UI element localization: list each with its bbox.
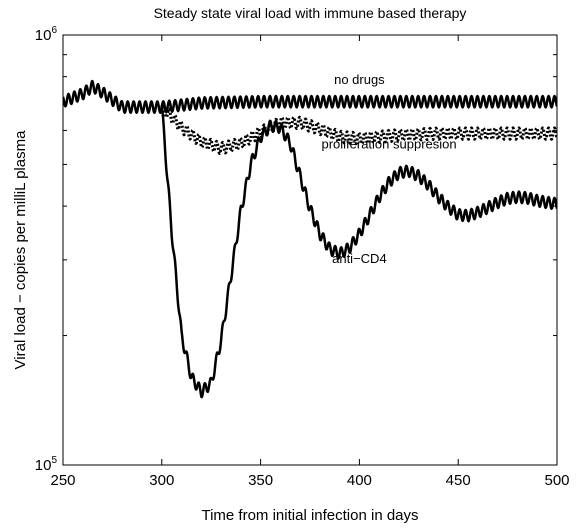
- x-tick-label: 400: [347, 472, 372, 489]
- series-annotation: no drugs: [334, 72, 385, 87]
- x-tick-label: 300: [149, 472, 174, 489]
- y-tick-label: 105: [35, 455, 58, 474]
- x-tick-label: 500: [544, 472, 569, 489]
- x-axis-label: Time from initial infection in days: [201, 507, 418, 524]
- series-annotation: proliferation suppresion: [321, 136, 456, 151]
- chart-title: Steady state viral load with immune base…: [154, 5, 467, 21]
- series-line-2: [160, 101, 557, 156]
- annotations: no drugs proliferation suppresion anti−CD4: [321, 72, 456, 266]
- series-line-1: [63, 79, 557, 114]
- y-axis: 105 106: [35, 25, 557, 474]
- y-tick-label: 106: [35, 25, 58, 44]
- x-tick-label: 450: [446, 472, 471, 489]
- x-axis: 250 300 350 400 450 500: [50, 35, 570, 489]
- x-tick-label: 350: [248, 472, 273, 489]
- y-axis-label: Viral load − copies per milliL plasma: [12, 130, 29, 370]
- x-tick-label: 250: [50, 472, 75, 489]
- series-line-3: [160, 106, 557, 399]
- series-annotation: anti−CD4: [332, 251, 387, 266]
